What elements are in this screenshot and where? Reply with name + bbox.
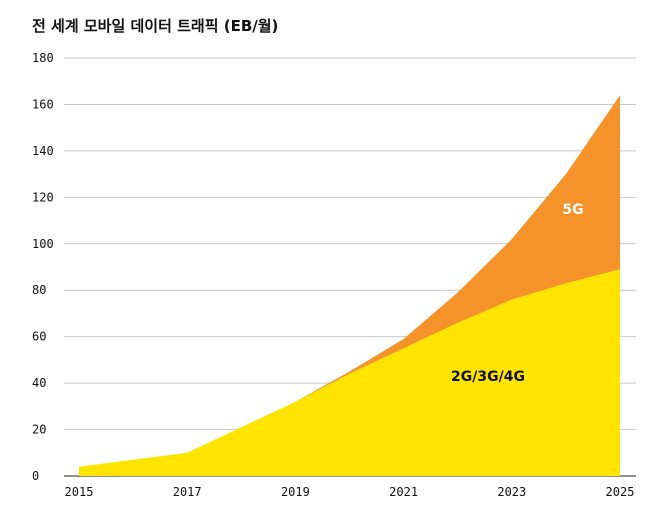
y-tick-label: 120 bbox=[32, 190, 54, 204]
x-tick-label: 2015 bbox=[65, 485, 94, 499]
areas bbox=[79, 95, 620, 476]
y-tick-label: 140 bbox=[32, 144, 54, 158]
x-tick-label: 2023 bbox=[497, 485, 526, 499]
y-tick-label: 60 bbox=[32, 330, 46, 344]
x-tick-label: 2021 bbox=[389, 485, 418, 499]
y-tick-label: 40 bbox=[32, 376, 46, 390]
chart-title: 전 세계 모바일 데이터 트래픽 (EB/월) bbox=[32, 17, 279, 35]
area-labels: 5G 2G/3G/4G bbox=[451, 202, 584, 385]
y-tick-label: 0 bbox=[32, 469, 39, 483]
x-tick-label: 2019 bbox=[281, 485, 310, 499]
area-label: 5G bbox=[562, 202, 583, 218]
y-tick-label: 160 bbox=[32, 97, 54, 111]
x-tick-label: 2017 bbox=[173, 485, 202, 499]
x-tick-label: 2025 bbox=[606, 485, 635, 499]
y-tick-label: 80 bbox=[32, 283, 46, 297]
area-5g bbox=[79, 95, 620, 467]
y-axis-ticks: 0 20 40 60 80 100 120 140 160 180 bbox=[32, 51, 54, 483]
y-tick-label: 100 bbox=[32, 237, 54, 251]
y-tick-label: 20 bbox=[32, 423, 46, 437]
y-tick-label: 180 bbox=[32, 51, 54, 65]
area-2g-3g-4g bbox=[79, 269, 620, 476]
x-axis-ticks: 2015 2017 2019 2021 2023 2025 bbox=[65, 485, 635, 499]
area-label: 2G/3G/4G bbox=[451, 369, 525, 385]
